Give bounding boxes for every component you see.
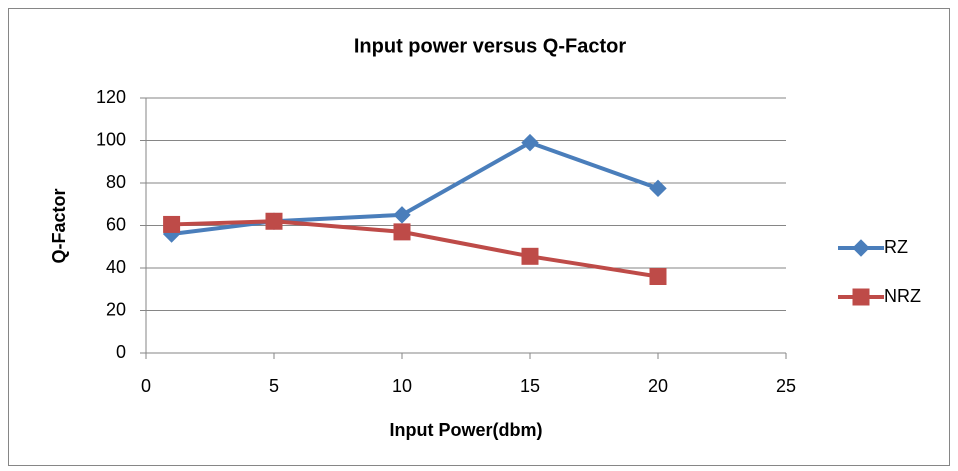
marker xyxy=(521,247,539,265)
y-tick-label: 80 xyxy=(106,172,126,192)
y-tick-label: 0 xyxy=(116,342,126,362)
y-tick-label: 60 xyxy=(106,214,126,234)
marker xyxy=(393,223,411,241)
y-tick-label: 40 xyxy=(106,257,126,277)
marker xyxy=(393,206,411,224)
y-tick-label: 100 xyxy=(96,129,126,149)
marker xyxy=(649,268,667,285)
chart-title: Input power versus Q-Factor xyxy=(354,35,626,57)
y-tick-label: 20 xyxy=(106,299,126,319)
legend-label: RZ xyxy=(884,237,908,257)
legend-marker xyxy=(852,239,870,257)
legend-label: NRZ xyxy=(884,286,921,306)
chart-border xyxy=(8,8,950,466)
marker xyxy=(649,179,667,198)
y-axis-title: Q-Factor xyxy=(49,188,69,263)
x-tick-label: 10 xyxy=(392,376,412,396)
x-tick-label: 15 xyxy=(520,376,540,396)
x-tick-label: 25 xyxy=(776,376,796,396)
marker xyxy=(265,212,283,230)
marker xyxy=(163,215,181,233)
x-tick-label: 20 xyxy=(648,376,668,396)
y-tick-label: 120 xyxy=(96,87,126,107)
legend-marker xyxy=(852,288,870,306)
x-axis-title: Input Power(dbm) xyxy=(390,420,543,440)
marker xyxy=(521,133,539,152)
x-tick-label: 0 xyxy=(141,376,151,396)
x-tick-label: 5 xyxy=(269,376,279,396)
